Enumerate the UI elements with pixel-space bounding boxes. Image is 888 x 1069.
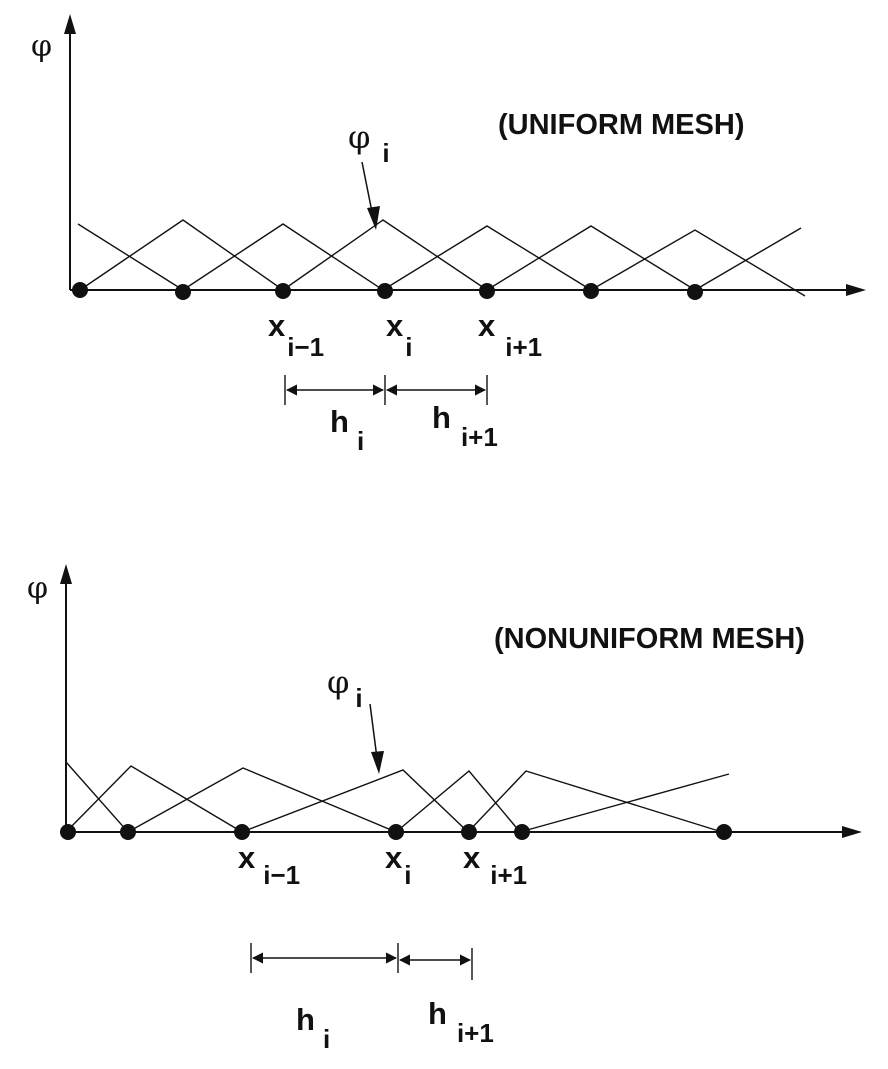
uniform-spacing-label-h-i-plus-1: h i+1	[432, 400, 498, 452]
basis-function	[127, 767, 397, 833]
x-axis-arrowhead	[846, 284, 866, 296]
basis-function	[395, 770, 521, 833]
basis-pointer-arrowhead	[371, 751, 384, 774]
mesh-node	[275, 283, 291, 299]
uniform-node-label-x-i-minus-1: x i−1	[268, 308, 324, 362]
uniform-node-label-x-i-plus-1: x i+1	[478, 308, 542, 362]
uniform-y-axis-symbol: φ	[31, 29, 52, 64]
basis-function	[467, 770, 723, 833]
basis-functions	[77, 219, 806, 297]
basis-function	[382, 225, 592, 291]
basis-function	[241, 769, 469, 833]
mesh-nodes	[60, 824, 732, 840]
basis-function	[65, 765, 243, 833]
mesh-nodes	[72, 282, 703, 300]
basis-functions	[65, 761, 730, 833]
basis-function	[519, 773, 730, 833]
uniform-mesh-title: (UNIFORM MESH)	[498, 109, 744, 141]
nonuniform-mesh-title: (NONUNIFORM MESH)	[494, 623, 805, 655]
nonuniform-node-label-x-i-minus-1: x i−1	[238, 840, 300, 890]
mesh-node	[583, 283, 599, 299]
mesh-node	[377, 283, 393, 299]
nonuniform-spacing-label-h-i-plus-1: h i+1	[428, 996, 494, 1048]
basis-pointer-arrowhead	[367, 206, 380, 230]
basis-function	[79, 219, 284, 291]
basis-function	[77, 223, 184, 291]
y-axis-arrowhead	[64, 14, 76, 34]
nonuniform-mesh-panel	[60, 564, 862, 980]
basis-function	[65, 761, 129, 833]
uniform-basis-label: φ i	[348, 118, 390, 168]
mesh-node	[234, 824, 250, 840]
nonuniform-basis-label: φ i	[327, 663, 363, 713]
nonuniform-spacing-label-h-i: h i	[296, 1002, 330, 1054]
mesh-node	[716, 824, 732, 840]
uniform-node-label-x-i: x i	[386, 308, 412, 362]
mesh-node	[60, 824, 76, 840]
mesh-node	[175, 284, 191, 300]
mesh-node	[461, 824, 477, 840]
y-axis-arrowhead	[60, 564, 72, 584]
basis-function	[282, 219, 488, 291]
uniform-mesh-panel	[64, 14, 866, 405]
uniform-spacing-label-h-i: h i	[330, 404, 364, 456]
mesh-node	[72, 282, 88, 298]
mesh-node	[514, 824, 530, 840]
basis-function	[182, 223, 384, 291]
nonuniform-node-label-x-i: x i	[385, 840, 411, 890]
nonuniform-y-axis-symbol: φ	[27, 571, 48, 606]
mesh-node	[687, 284, 703, 300]
mesh-node	[120, 824, 136, 840]
nonuniform-node-label-x-i-plus-1: x i+1	[463, 840, 527, 890]
basis-function	[694, 227, 802, 291]
basis-function	[486, 225, 696, 291]
mesh-node	[388, 824, 404, 840]
x-axis-arrowhead	[842, 826, 862, 838]
basis-function	[590, 229, 806, 297]
mesh-node	[479, 283, 495, 299]
